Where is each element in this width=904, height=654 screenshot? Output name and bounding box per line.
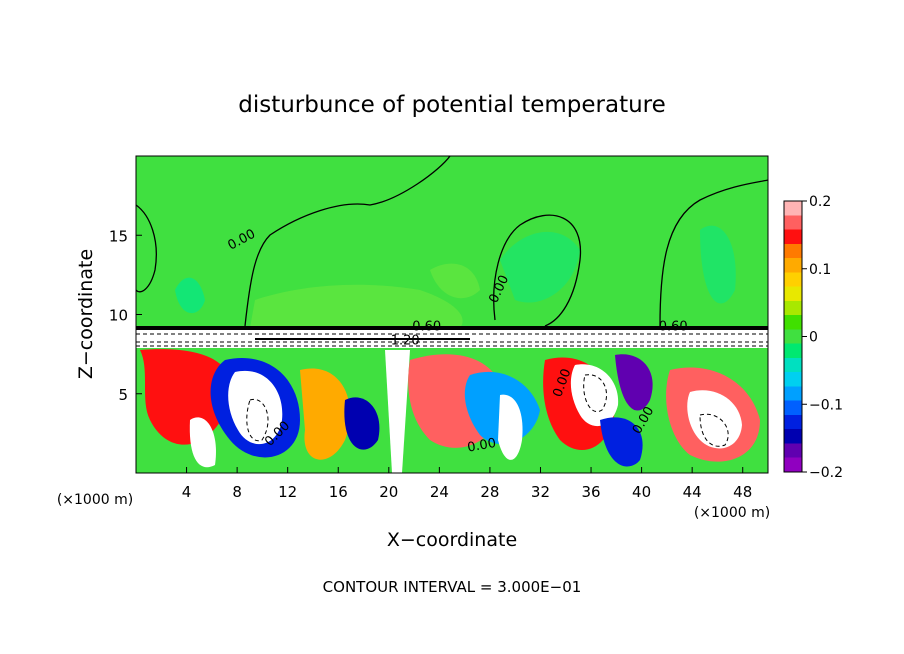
contour-label: 0.00 [466, 436, 497, 456]
lower-swirl-6 [385, 350, 410, 473]
x-tick-label: 24 [430, 483, 449, 501]
x-tick-label: 48 [733, 483, 752, 501]
colorbar-tick-label: 0 [809, 330, 818, 346]
colorbar: 0.2 0.1 0 −0.1 −0.2 [783, 194, 843, 481]
lower-swirl-12 [615, 354, 653, 411]
x-tick-label: 8 [232, 483, 242, 501]
contour-line-lower-1 [246, 398, 269, 442]
y-axis-label: Z−coordinate [75, 249, 97, 379]
colorbar-tick-label: 0.1 [809, 262, 831, 278]
x-tick-label: 12 [278, 483, 297, 501]
upper-anomaly-e [430, 263, 480, 299]
x-unit-left: (×1000 m) [57, 492, 133, 508]
y-tick-label: 5 [118, 386, 128, 404]
x-tick-label: 20 [379, 483, 398, 501]
contour-line-upper-4 [136, 204, 157, 293]
inversion-top-line [136, 326, 768, 330]
x-tick-label: 28 [480, 483, 499, 501]
colorbar-tick-label: −0.2 [809, 465, 843, 481]
lower-swirl-13 [600, 417, 643, 467]
colorbar-ticks: 0.2 0.1 0 −0.1 −0.2 [802, 194, 843, 481]
colorbar-tick-label: −0.1 [809, 397, 843, 413]
lower-swirl-16 [189, 417, 216, 468]
x-tick-label: 36 [581, 483, 600, 501]
lower-swirl-11 [570, 364, 619, 427]
x-tick-label: 44 [683, 483, 702, 501]
contour-line-upper-1 [244, 156, 451, 327]
x-tick-label: 40 [632, 483, 651, 501]
x-tick-label: 4 [182, 483, 192, 501]
contour-line-lower-3 [583, 374, 607, 413]
colorbar-tick-label: 0.2 [809, 194, 831, 210]
contour-label: 1.20 [391, 334, 420, 349]
upper-anomaly-d [700, 225, 736, 304]
inversion-mid-line [255, 338, 470, 340]
upper-anomaly-a [250, 284, 463, 328]
x-tick-label: 32 [531, 483, 550, 501]
x-axis: 4 8 12 16 20 24 28 32 36 40 44 48 [182, 467, 752, 501]
x-unit-right: (×1000 m) [694, 505, 770, 521]
chart-title: disturbunce of potential temperature [238, 92, 666, 118]
contour-label: 0.60 [659, 319, 688, 334]
y-axis: 5 10 15 [109, 227, 142, 404]
plot-area: 0.000.000.60 0.601.200.000.00 0.000.00 [136, 156, 768, 473]
inversion-dashed-lines [136, 333, 768, 347]
contour-label: 0.60 [412, 319, 441, 334]
x-axis-label: X−coordinate [387, 529, 517, 551]
y-tick-label: 15 [109, 227, 128, 245]
contour-interval-note: CONTOUR INTERVAL = 3.000E−01 [323, 578, 582, 596]
contour-line-upper-3 [659, 179, 768, 327]
upper-anomaly-b [175, 277, 205, 314]
lower-swirl-4 [300, 368, 350, 460]
colorbar-gradient [783, 200, 803, 473]
x-tick-label: 16 [329, 483, 348, 501]
y-tick-label: 10 [109, 307, 128, 325]
contour-line-upper-2 [493, 214, 582, 327]
lower-swirl-9 [498, 394, 523, 460]
upper-anomaly-c [500, 231, 580, 303]
lower-swirl-5 [344, 397, 380, 450]
lower-swirl-1 [140, 349, 232, 445]
contour-line-lower-2 [699, 413, 729, 447]
upper-layer-field [136, 156, 768, 328]
lower-swirl-3 [228, 370, 283, 445]
